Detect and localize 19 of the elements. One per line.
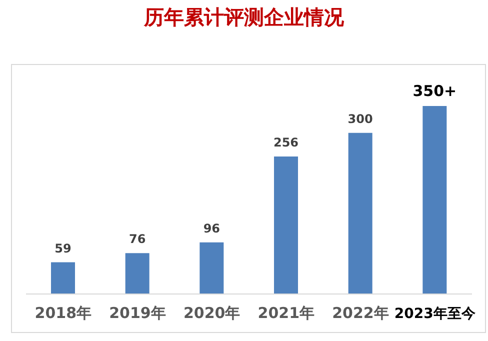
bar xyxy=(274,156,298,294)
bar xyxy=(348,132,372,294)
data-label: 256 xyxy=(273,135,299,150)
x-tick-label: 2021年 xyxy=(258,304,315,322)
data-label: 96 xyxy=(203,221,220,236)
data-label: 350+ xyxy=(412,82,457,100)
data-label: 76 xyxy=(128,232,146,246)
x-tick-label: 2022年 xyxy=(332,304,389,322)
bar xyxy=(422,106,447,294)
x-tick-label: 2020年 xyxy=(183,304,240,322)
data-label: 59 xyxy=(54,241,72,256)
x-tick-label: 2019年 xyxy=(109,304,166,322)
bar xyxy=(125,253,150,294)
x-tick-label: 2018年 xyxy=(34,304,92,322)
bar xyxy=(200,242,224,294)
x-tick-label: 2023年至今 xyxy=(394,306,476,322)
chart-title: 历年累计评测企业情况 xyxy=(142,4,345,31)
data-label: 300 xyxy=(348,112,373,126)
bar xyxy=(51,262,75,294)
